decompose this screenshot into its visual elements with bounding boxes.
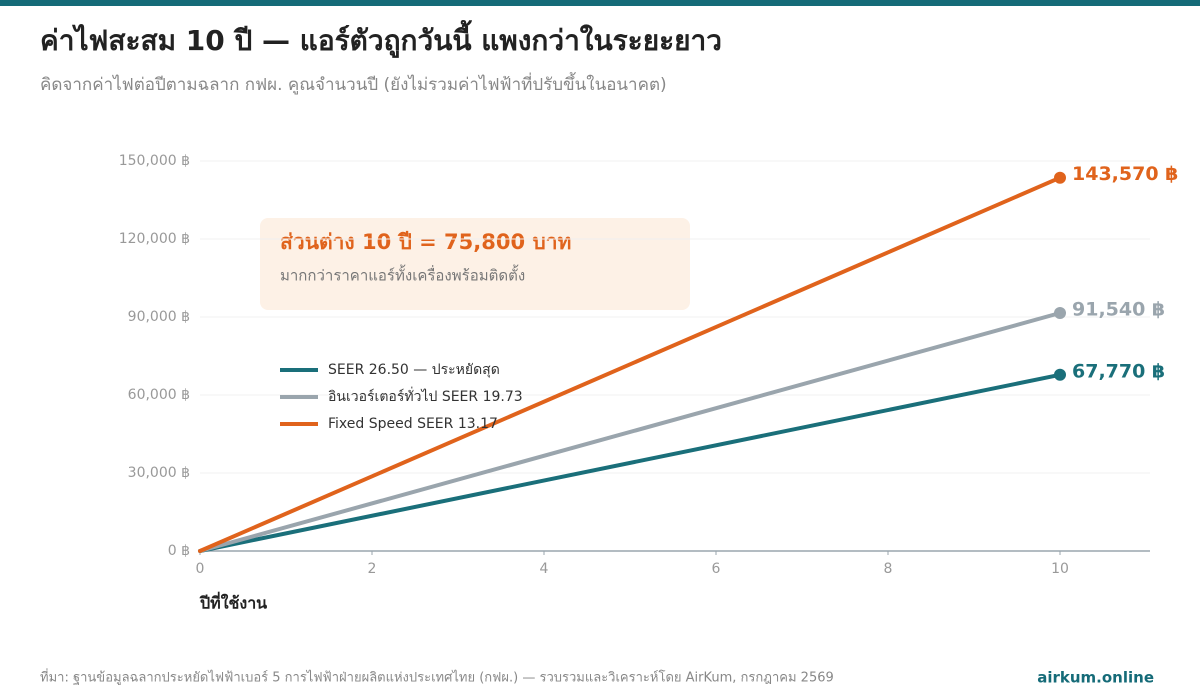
- y-tick-label: 0 ฿: [168, 543, 190, 559]
- series-line: [198, 310, 1062, 553]
- end-dot: [1054, 306, 1066, 319]
- x-axis-label: ปีที่ใช้งาน: [199, 592, 268, 613]
- annotation-title: ส่วนต่าง 10 ปี = 75,800 บาท: [280, 230, 571, 254]
- x-tick-label: 2: [368, 561, 377, 577]
- x-tick-label: 8: [884, 561, 893, 577]
- x-tick-label: 6: [712, 561, 721, 577]
- annotation-box: [260, 218, 690, 310]
- chart-title: ค่าไฟสะสม 10 ปี — แอร์ตัวถูกวันนี้ แพงกว…: [40, 19, 722, 58]
- brand: airkum.online: [1037, 669, 1154, 687]
- legend-label: อินเวอร์เตอร์ทั่วไป SEER 19.73: [328, 387, 523, 405]
- source-note: ที่มา: ฐานข้อมูลฉลากประหยัดไฟฟ้าเบอร์ 5 …: [40, 669, 834, 686]
- end-dot: [1054, 368, 1066, 381]
- chart-subtitle: คิดจากค่าไฟต่อปีตามฉลาก กฟผ. คูณจำนวนปี …: [40, 72, 667, 95]
- top-bar: [0, 0, 1200, 6]
- legend-label: SEER 26.50 — ประหยัดสุด: [328, 362, 500, 378]
- x-tick-label: 0: [196, 561, 205, 577]
- end-dot: [1054, 171, 1066, 184]
- y-tick-label: 60,000 ฿: [128, 387, 190, 403]
- value-label: 67,770 ฿: [1072, 360, 1165, 382]
- value-label: 91,540 ฿: [1072, 298, 1165, 320]
- legend-label: Fixed Speed SEER 13.17: [328, 416, 498, 432]
- series-line: [198, 175, 1062, 553]
- x-tick-label: 4: [540, 561, 549, 577]
- series-line: [198, 372, 1062, 553]
- x-tick-label: 10: [1051, 561, 1069, 577]
- y-tick-label: 150,000 ฿: [119, 153, 190, 169]
- y-tick-label: 120,000 ฿: [119, 231, 190, 247]
- value-label: 143,570 ฿: [1072, 163, 1178, 185]
- y-tick-label: 30,000 ฿: [128, 465, 190, 481]
- annotation-text: มากกว่าราคาแอร์ทั้งเครื่องพร้อมติดตั้ง: [280, 265, 525, 285]
- y-tick-label: 90,000 ฿: [128, 309, 190, 325]
